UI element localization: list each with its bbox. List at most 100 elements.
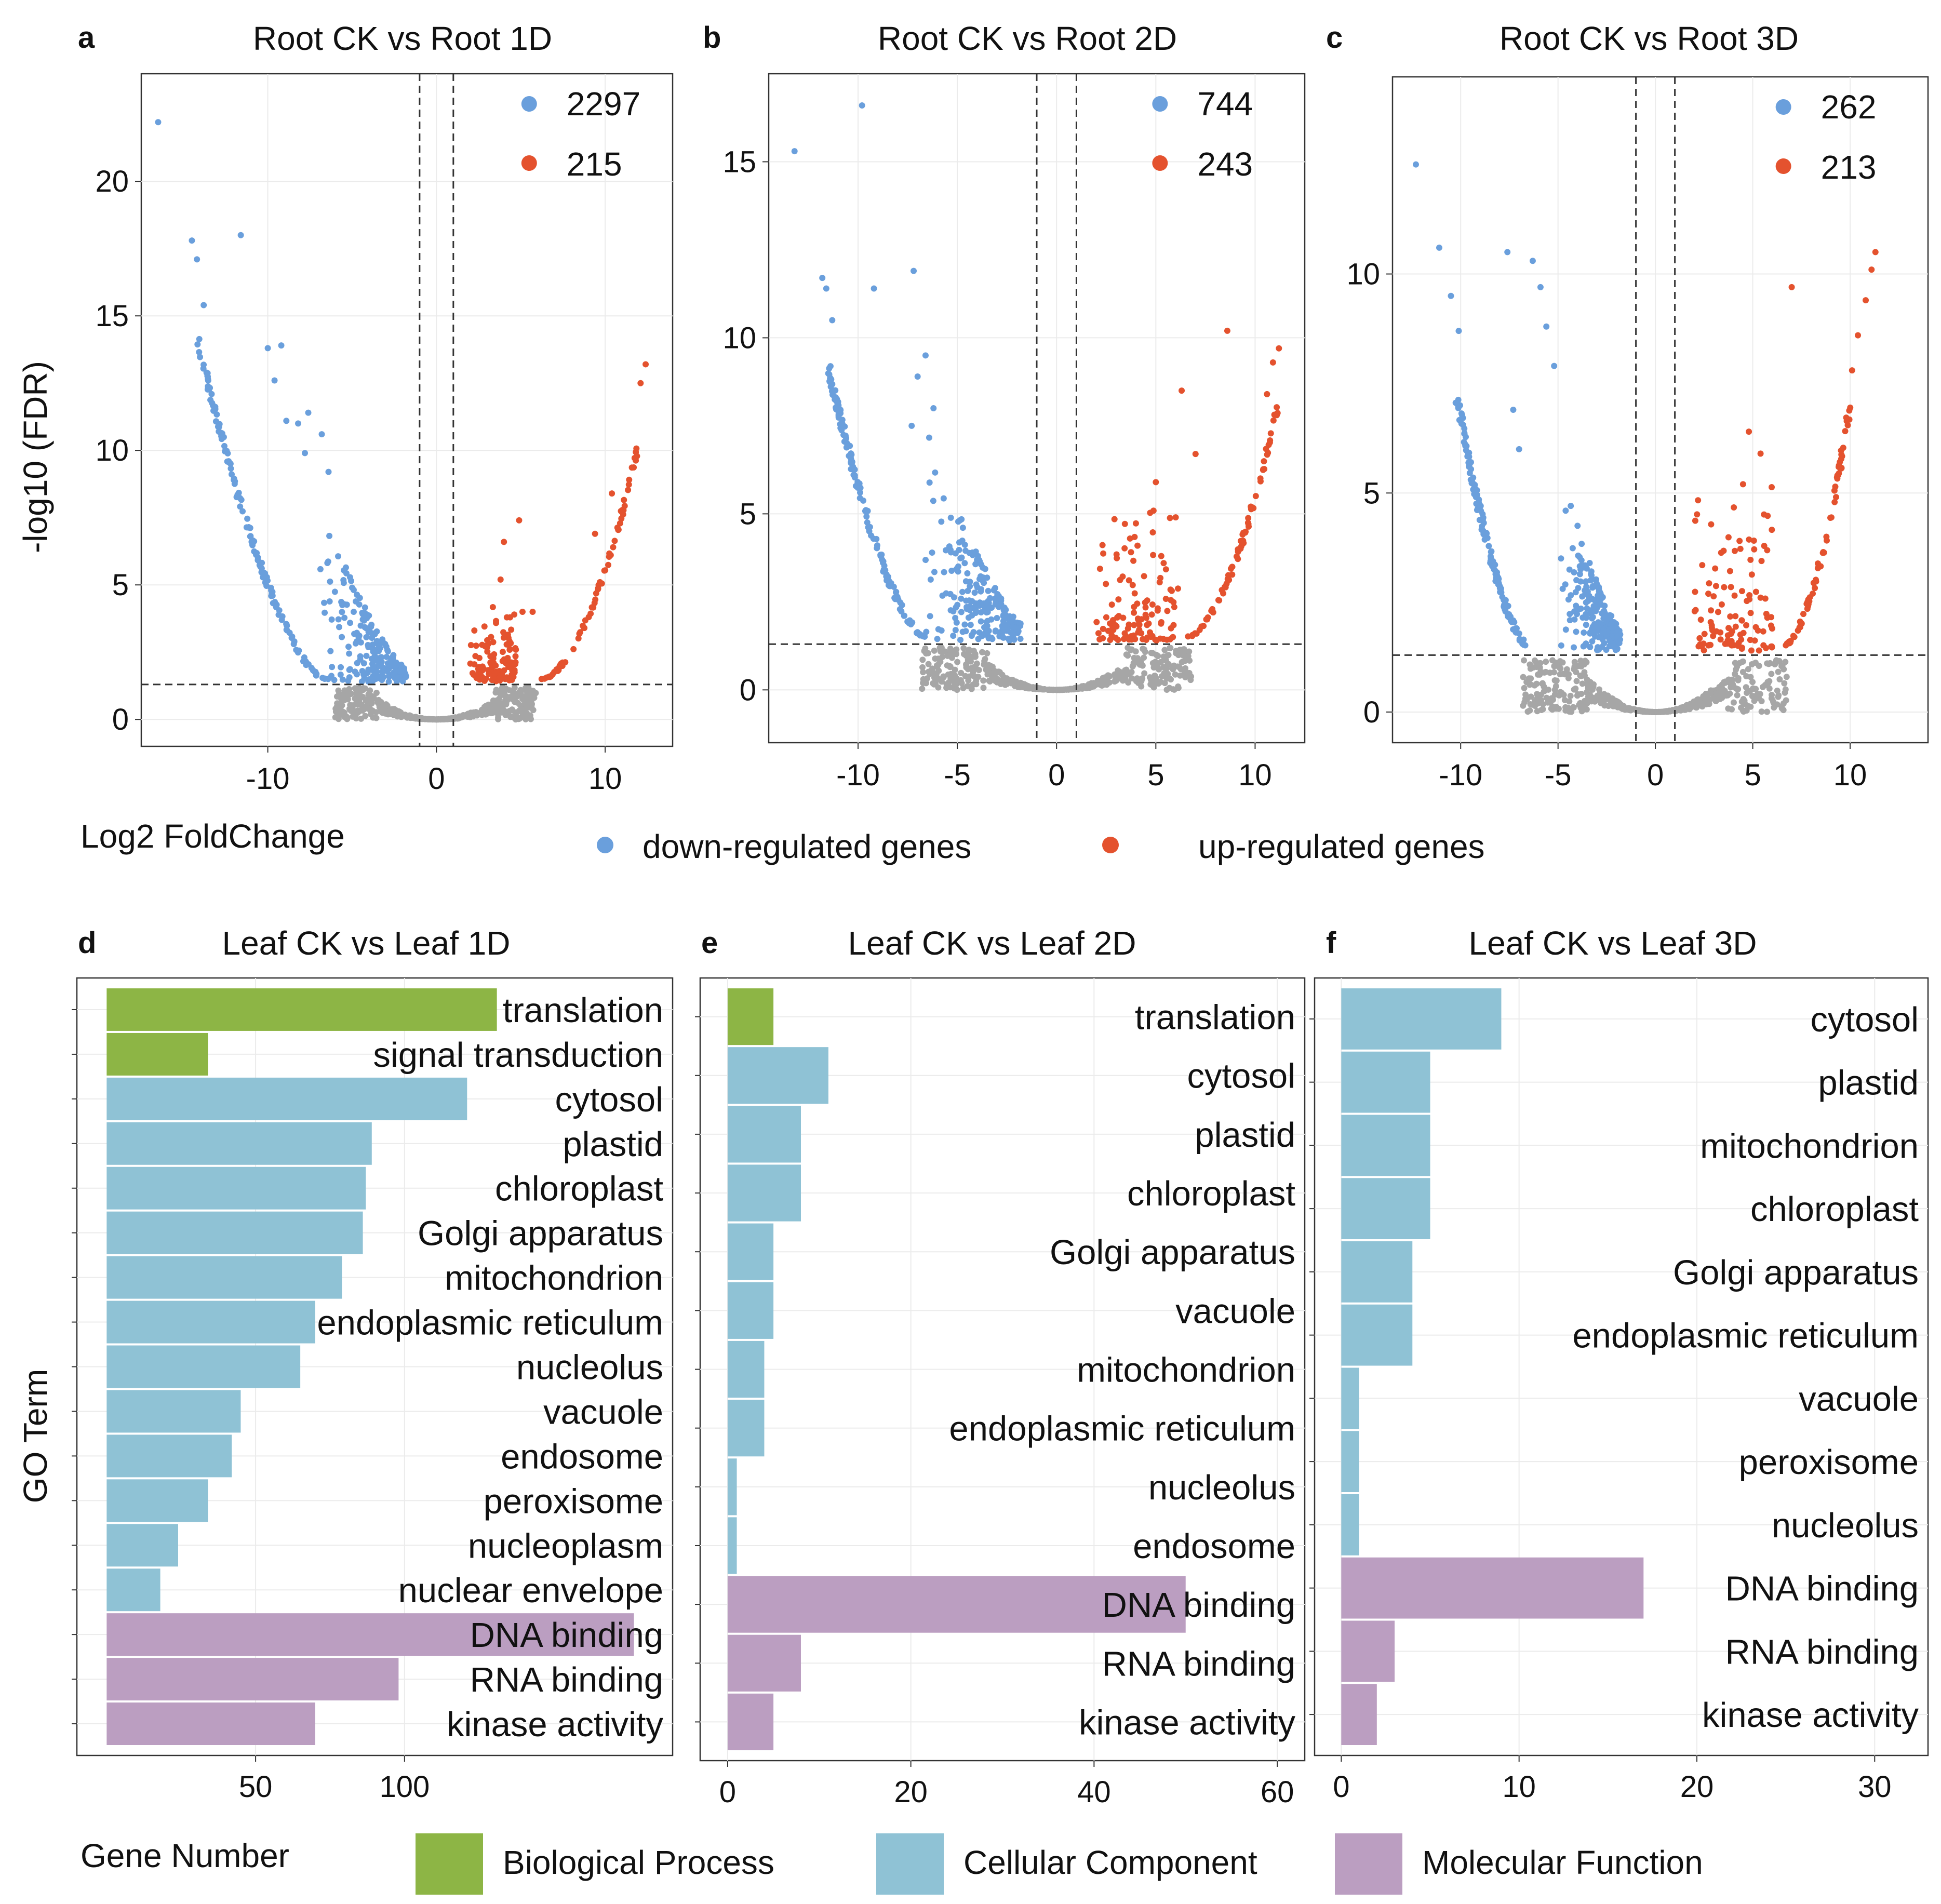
up-point bbox=[1748, 571, 1755, 578]
x-tick-label: 0 bbox=[719, 1775, 736, 1809]
ns-point bbox=[1550, 669, 1557, 676]
down-point bbox=[1495, 581, 1502, 588]
down-point bbox=[235, 489, 242, 496]
x-tick-label: -10 bbox=[1439, 758, 1482, 792]
down-point bbox=[335, 616, 342, 623]
panel-f: f Leaf CK vs Leaf 3D 0 10 20 30 cytosol plast… bbox=[1309, 924, 1929, 1804]
ns-point bbox=[353, 715, 359, 722]
up-point bbox=[1729, 628, 1735, 635]
ns-point bbox=[1134, 659, 1141, 665]
category-label: cytosol bbox=[555, 1080, 663, 1119]
up-point bbox=[626, 476, 633, 483]
down-point bbox=[1495, 574, 1502, 581]
up-outlier-point bbox=[1868, 266, 1875, 273]
bar-cc bbox=[106, 1390, 241, 1433]
up-point bbox=[1164, 608, 1171, 614]
down-count-label: 744 bbox=[1197, 85, 1253, 123]
ns-point bbox=[1601, 701, 1608, 708]
down-point bbox=[346, 674, 353, 681]
panel-f-title: Leaf CK vs Leaf 3D bbox=[1469, 924, 1757, 962]
y-tick-label: 10 bbox=[722, 321, 756, 355]
ns-point bbox=[1133, 678, 1140, 685]
up-point bbox=[1752, 588, 1759, 595]
ns-point bbox=[1566, 708, 1573, 715]
panel-c-plot: -10 -5 0 5 10 0 5 10 262 213 bbox=[1346, 76, 1929, 792]
ns-point bbox=[1608, 700, 1614, 706]
ns-point bbox=[1528, 675, 1534, 682]
up-point bbox=[1162, 566, 1169, 573]
down-point bbox=[322, 609, 328, 616]
down-outlier-point bbox=[871, 285, 877, 292]
ns-point bbox=[1693, 704, 1700, 711]
bar-cc bbox=[727, 1517, 737, 1574]
down-point bbox=[1558, 555, 1564, 562]
panel-a-title: Root CK vs Root 1D bbox=[253, 20, 552, 57]
up-point bbox=[1769, 527, 1775, 533]
ns-point bbox=[1527, 681, 1534, 688]
down-point bbox=[1481, 536, 1488, 543]
down-point bbox=[337, 672, 344, 678]
bar-cc bbox=[106, 1122, 372, 1165]
down-outlier-point bbox=[295, 420, 302, 427]
ns-point bbox=[1146, 674, 1153, 681]
panel-letter-b: b bbox=[703, 21, 721, 55]
up-point bbox=[601, 567, 608, 574]
down-point bbox=[1516, 637, 1523, 643]
ns-point bbox=[1739, 659, 1746, 665]
up-point bbox=[1797, 620, 1804, 627]
down-point bbox=[365, 678, 372, 685]
y-tick-label: 20 bbox=[95, 165, 129, 198]
ns-point bbox=[954, 659, 961, 665]
up-point bbox=[512, 653, 519, 660]
down-point bbox=[1594, 647, 1600, 653]
up-point bbox=[1129, 582, 1136, 588]
down-point bbox=[1610, 640, 1616, 647]
bar-cc bbox=[727, 1223, 774, 1280]
up-point bbox=[1694, 511, 1701, 518]
down-point bbox=[1603, 647, 1610, 653]
ns-point bbox=[383, 703, 390, 709]
legend-down-marker bbox=[597, 837, 613, 853]
panel-e: e Leaf CK vs Leaf 2D 0 20 40 60 translation c… bbox=[695, 924, 1306, 1809]
go-y-axis-title: GO Term bbox=[17, 1369, 54, 1503]
down-point bbox=[952, 614, 959, 621]
bar-cc bbox=[106, 1211, 363, 1254]
ns-point bbox=[1551, 691, 1558, 698]
down-point bbox=[961, 621, 968, 628]
down-point bbox=[197, 354, 204, 360]
up-point bbox=[1812, 585, 1818, 592]
ns-point bbox=[522, 685, 529, 691]
down-point bbox=[301, 656, 308, 663]
down-point bbox=[849, 459, 855, 465]
bar-mf bbox=[106, 1702, 315, 1745]
bar-cc bbox=[106, 1166, 366, 1210]
up-point bbox=[1149, 601, 1156, 608]
down-point bbox=[365, 666, 372, 673]
down-point bbox=[403, 673, 409, 679]
up-point bbox=[547, 673, 554, 680]
down-point bbox=[363, 652, 370, 659]
up-point bbox=[1143, 636, 1149, 643]
ns-point bbox=[1768, 695, 1775, 702]
down-point bbox=[339, 676, 346, 683]
up-point bbox=[1170, 599, 1177, 606]
down-point bbox=[1017, 620, 1024, 627]
ns-point bbox=[532, 690, 539, 696]
up-count-label: 243 bbox=[1197, 145, 1253, 183]
ns-point bbox=[429, 716, 436, 723]
down-point bbox=[1596, 588, 1602, 595]
up-point bbox=[1712, 565, 1719, 572]
ns-point bbox=[1766, 660, 1773, 666]
down-point bbox=[1007, 613, 1013, 620]
down-point bbox=[1460, 422, 1466, 428]
ns-point bbox=[1585, 683, 1591, 690]
category-label: nucleolus bbox=[1772, 1506, 1919, 1545]
ns-point bbox=[958, 680, 965, 687]
category-label: plastid bbox=[1818, 1064, 1919, 1103]
ns-point bbox=[1543, 668, 1549, 675]
ns-point bbox=[1132, 648, 1139, 655]
down-point bbox=[1017, 635, 1024, 642]
ns-point bbox=[1735, 675, 1742, 681]
y-tick-label: 5 bbox=[112, 568, 129, 602]
down-point bbox=[983, 609, 990, 616]
